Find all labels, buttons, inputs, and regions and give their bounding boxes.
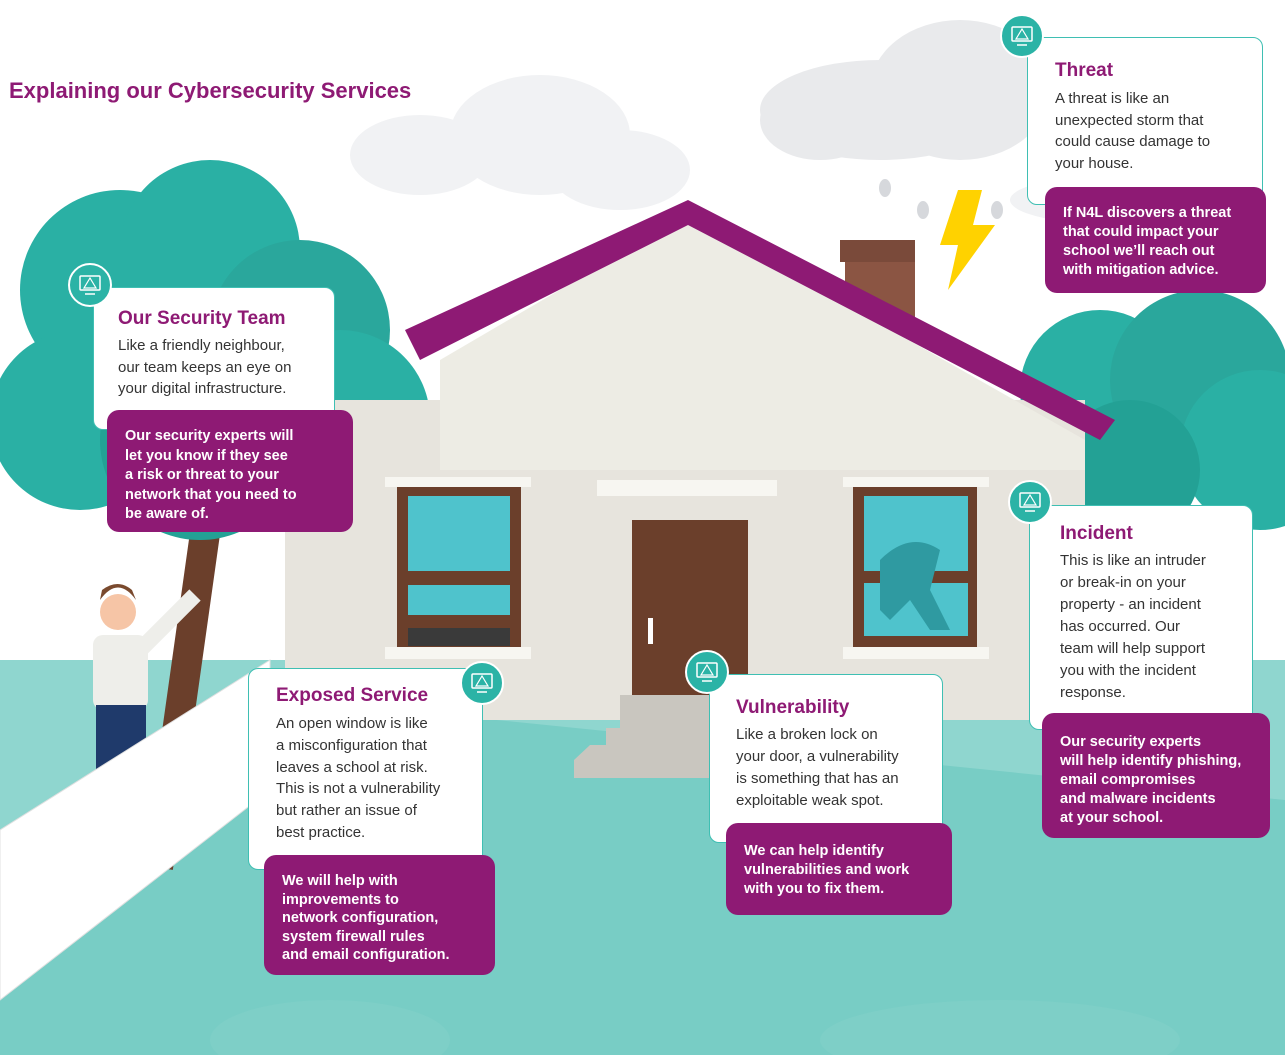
callout-text: We can help identify xyxy=(744,843,884,859)
infographic: Explaining our Cybersecurity Services ((… xyxy=(0,0,1285,1055)
callout-text: email compromises xyxy=(1060,772,1195,788)
card-text: leaves a school at risk. xyxy=(276,759,428,776)
callout-text: with you to fix them. xyxy=(744,881,884,897)
card-text: property - an incident xyxy=(1060,596,1201,613)
icon-svg xyxy=(1000,14,1044,58)
card-text: This is not a vulnerability xyxy=(276,780,440,797)
card-text: Like a broken lock on xyxy=(736,726,878,743)
card-title: Incident xyxy=(1060,523,1133,545)
card-title: Exposed Service xyxy=(276,685,428,707)
card-text: you with the incident xyxy=(1060,662,1196,679)
card-text: best practice. xyxy=(276,824,365,841)
card-text: but rather an issue of xyxy=(276,802,417,819)
callout-text: and malware incidents xyxy=(1060,791,1216,807)
raindrops xyxy=(879,179,1003,219)
page: Infographic {"header": {"title": "Explai… xyxy=(0,0,1285,1055)
icon-svg xyxy=(460,661,504,705)
icon-svg xyxy=(68,263,112,307)
card-icon xyxy=(685,650,729,694)
callout-text: We will help with xyxy=(282,873,398,889)
card-text: has occurred. Our xyxy=(1060,618,1180,635)
card-text: A threat is like an xyxy=(1055,90,1169,107)
card-text: our team keeps an eye on xyxy=(118,359,291,376)
card-text: unexpected storm that xyxy=(1055,112,1203,129)
card-text: team will help support xyxy=(1060,640,1205,657)
card-text: or break-in on your xyxy=(1060,574,1186,591)
card-icon xyxy=(68,263,112,307)
callout-text: Our security experts will xyxy=(125,428,293,444)
callout-text: that could impact your xyxy=(1063,224,1219,240)
callout-text: system firewall rules xyxy=(282,929,425,945)
callout-text: improvements to xyxy=(282,892,399,908)
lightning xyxy=(940,190,995,290)
card-text: response. xyxy=(1060,684,1126,701)
card-text: Like a friendly neighbour, xyxy=(118,337,285,354)
callout-text: will help identify phishing, xyxy=(1060,753,1241,769)
card-text: your digital infrastructure. xyxy=(118,380,286,397)
callout-text: school we’ll reach out xyxy=(1063,243,1214,259)
callout-text: with mitigation advice. xyxy=(1063,262,1219,278)
callout-text: If N4L discovers a threat xyxy=(1063,205,1231,221)
callout-text: be aware of. xyxy=(125,506,209,522)
card-text: could cause damage to xyxy=(1055,133,1210,150)
card-icon xyxy=(460,661,504,705)
card-title: Threat xyxy=(1055,60,1113,82)
card-title: Vulnerability xyxy=(736,697,849,719)
callout-text: network configuration, xyxy=(282,910,438,926)
callout-text: network that you need to xyxy=(125,487,297,503)
callout-text: Our security experts xyxy=(1060,734,1201,750)
card-icon xyxy=(1008,480,1052,524)
callout-text: a risk or threat to your xyxy=(125,467,279,483)
card-text: your door, a vulnerability xyxy=(736,748,899,765)
card-text: is something that has an xyxy=(736,770,899,787)
callout-text: let you know if they see xyxy=(125,448,288,464)
card-icon xyxy=(1000,14,1044,58)
card-text: This is like an intruder xyxy=(1060,552,1206,569)
icon-svg xyxy=(1008,480,1052,524)
card-text: a misconfiguration that xyxy=(276,737,427,754)
card-title: Our Security Team xyxy=(118,308,286,330)
icon-svg xyxy=(685,650,729,694)
card-text: exploitable weak spot. xyxy=(736,792,884,809)
page-title: Explaining our Cybersecurity Services xyxy=(9,78,411,104)
callout-text: vulnerabilities and work xyxy=(744,862,909,878)
card-text: An open window is like xyxy=(276,715,428,732)
callout-text: and email configuration. xyxy=(282,947,450,963)
card-text: your house. xyxy=(1055,155,1133,172)
callout-text: at your school. xyxy=(1060,810,1163,826)
